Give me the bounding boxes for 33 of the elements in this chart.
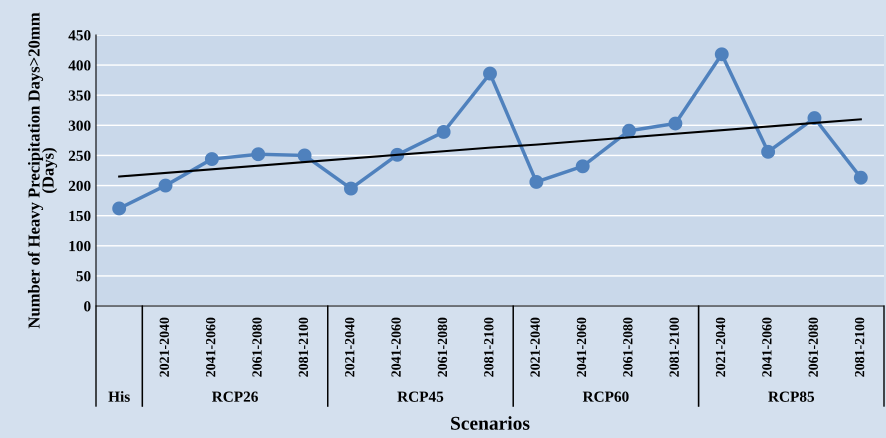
y-tick-label: 250 — [68, 150, 91, 161]
text: RCP85 — [768, 392, 814, 402]
y-tick-label: 300 — [68, 120, 91, 131]
x-tick-label: 2061-2080 — [808, 318, 818, 377]
y-tick-label: 50 — [76, 271, 91, 282]
x-tick-label: 2021-2040 — [716, 318, 726, 377]
x-tick-label: 2081-2100 — [298, 318, 308, 377]
y-tick-label: 150 — [69, 210, 91, 222]
y-tick-label: 100 — [69, 240, 91, 252]
x-tick-label: 2021-2040 — [160, 318, 170, 377]
text: RCP60 — [582, 392, 629, 402]
x-tick-label: 2041-2060 — [576, 318, 586, 377]
x-tick-label: 2041-2060 — [206, 318, 216, 377]
x-tick-label: 2021-2040 — [345, 318, 354, 377]
x-tick-label: 2081-2100 — [484, 318, 494, 377]
x-tick-label: 2041-2060 — [391, 318, 401, 377]
x-tick-label: 2081-2100 — [670, 318, 679, 377]
x-tick-label: 2061-2080 — [252, 318, 262, 377]
x-tick-label: 2061-2080 — [623, 318, 633, 377]
y-tick-label: 450 — [68, 30, 91, 40]
x-tick-label: 2081-2100 — [854, 318, 864, 377]
x-tick-label: 2021-2040 — [530, 318, 540, 377]
y-tick-label: 200 — [68, 180, 91, 192]
y-tick-label: 0 — [84, 301, 91, 312]
x-tick-label: 2041-2060 — [762, 318, 772, 377]
text: RCP45 — [397, 392, 444, 402]
y-axis-title: Number of Heavy Precipitation Days>20mm (Days) — [28, 12, 58, 328]
text: RCP26 — [212, 392, 258, 402]
y-tick-label: 400 — [68, 60, 91, 71]
y-tick-label: 350 — [68, 90, 91, 101]
text: His — [108, 391, 130, 402]
x-axis-title: Scenarios — [451, 416, 530, 430]
x-tick-label: 2061-2080 — [438, 318, 448, 377]
